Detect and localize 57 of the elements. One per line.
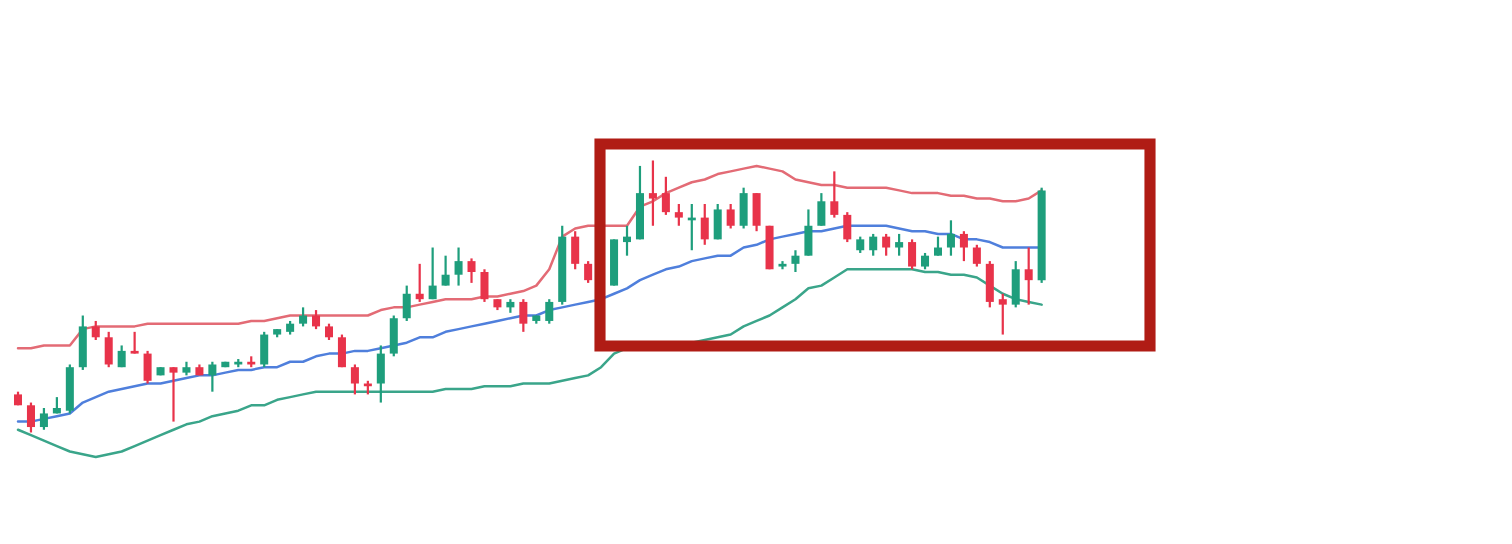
candlestick [91,319,100,342]
candlestick [882,232,891,257]
candlestick [376,344,385,404]
candlestick [65,363,74,415]
candlestick [584,260,593,284]
candlestick [985,260,994,309]
candlestick [467,257,476,284]
candlestick [480,268,489,304]
candlestick [726,202,735,230]
candlestick [441,254,450,287]
candlestick [648,159,657,227]
candlestick [428,246,437,301]
candlestick [946,219,955,257]
candlestick [661,175,670,216]
candlestick [700,202,709,246]
candlestick [506,298,515,314]
candlestick [208,360,217,393]
candlestick [545,298,554,325]
candlestick [39,406,48,431]
candlestick [635,164,644,241]
candlestick [104,330,113,369]
candlestick [610,238,619,287]
candlestick [972,243,981,268]
candlestick [454,246,463,287]
candlestick [843,211,852,244]
candlestick [739,186,748,230]
candlestick [674,202,683,227]
candlestick [1011,260,1020,309]
candlestick [817,192,826,227]
candlestick [998,292,1007,336]
candlestick [519,298,528,333]
candlestick [804,208,813,257]
candlestick [622,224,632,257]
candlestick [402,284,411,323]
candlestick [933,235,942,257]
candlestick [959,230,968,263]
candlestick [415,262,424,304]
candlestick [713,202,722,241]
candlestick [78,314,87,372]
candlestick [299,306,308,328]
candlestick [571,230,580,271]
candlestick [130,330,139,355]
candlestick [791,249,800,274]
candlestick [350,363,359,396]
candlestick [869,232,878,257]
candlestick [143,349,152,385]
candlestick [752,192,761,233]
candlestick [895,232,904,257]
candlestick [26,401,35,434]
candlestick [337,333,346,369]
candlestick [260,330,269,369]
candlestick [908,238,917,271]
candlestick [389,314,398,358]
candlestick [830,170,839,219]
candlestick [312,308,321,331]
candlestick [169,366,178,423]
candlestick [1024,246,1033,306]
